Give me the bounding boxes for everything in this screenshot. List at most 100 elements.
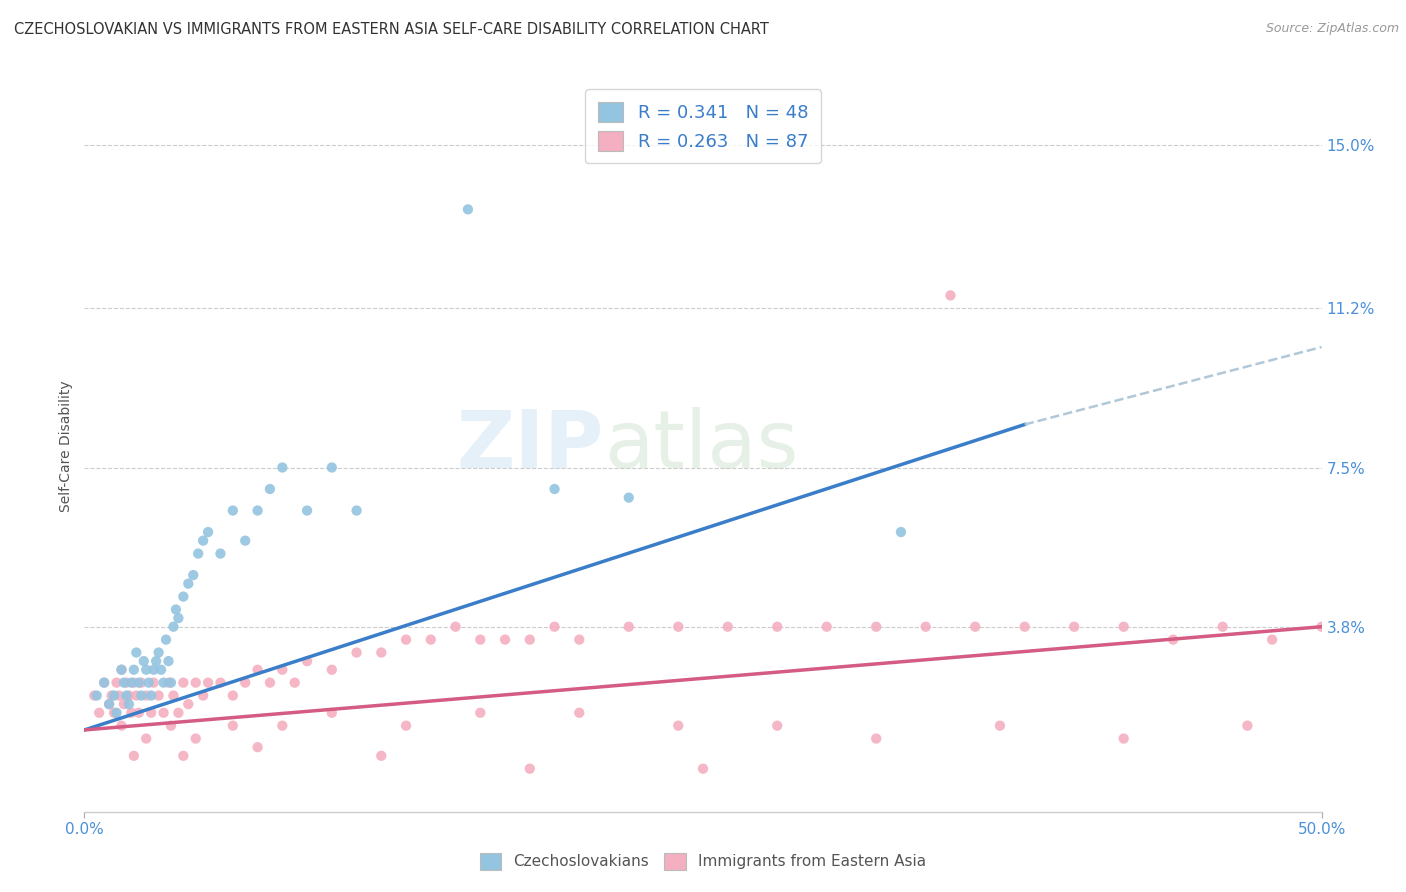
Point: [167, 611, 190, 625]
Point: [1063, 620, 1085, 634]
Point: [122, 675, 145, 690]
Point: [766, 620, 789, 634]
Point: [100, 689, 122, 703]
Point: [108, 689, 131, 703]
Point: [246, 740, 269, 755]
Text: ZIP: ZIP: [457, 407, 605, 485]
Point: [157, 654, 180, 668]
Point: [666, 620, 689, 634]
Point: [914, 620, 936, 634]
Point: [1014, 620, 1036, 634]
Point: [110, 663, 132, 677]
Point: [145, 654, 167, 668]
Point: [155, 632, 177, 647]
Point: [1161, 632, 1184, 647]
Point: [222, 503, 245, 517]
Point: [209, 675, 232, 690]
Point: [1212, 620, 1234, 634]
Point: [103, 689, 125, 703]
Point: [519, 762, 541, 776]
Point: [125, 689, 148, 703]
Point: [118, 697, 141, 711]
Point: [233, 675, 256, 690]
Point: [346, 503, 368, 517]
Point: [197, 524, 219, 539]
Point: [128, 675, 150, 690]
Point: [370, 748, 392, 763]
Point: [457, 202, 479, 217]
Point: [666, 719, 689, 733]
Point: [295, 654, 318, 668]
Point: [152, 706, 174, 720]
Point: [271, 719, 294, 733]
Point: [419, 632, 441, 647]
Point: [1261, 632, 1284, 647]
Point: [172, 675, 194, 690]
Point: [157, 675, 180, 690]
Point: [110, 719, 132, 733]
Point: [152, 675, 174, 690]
Point: [197, 675, 219, 690]
Point: [148, 689, 170, 703]
Point: [519, 632, 541, 647]
Point: [120, 675, 142, 690]
Point: [295, 503, 318, 517]
Point: [105, 675, 128, 690]
Point: [865, 731, 887, 746]
Point: [346, 646, 368, 660]
Point: [89, 706, 111, 720]
Point: [444, 620, 467, 634]
Point: [321, 663, 343, 677]
Point: [150, 663, 173, 677]
Point: [395, 632, 418, 647]
Point: [177, 576, 200, 591]
Point: [271, 460, 294, 475]
Point: [86, 689, 108, 703]
Point: [494, 632, 516, 647]
Point: [191, 533, 214, 548]
Point: [187, 547, 209, 561]
Point: [184, 731, 207, 746]
Point: [1112, 620, 1135, 634]
Point: [370, 646, 392, 660]
Point: [110, 663, 132, 677]
Point: [115, 689, 138, 703]
Point: [470, 706, 492, 720]
Point: [112, 697, 135, 711]
Point: [988, 719, 1011, 733]
Point: [135, 731, 157, 746]
Point: [1112, 731, 1135, 746]
Point: [209, 547, 232, 561]
Point: [965, 620, 987, 634]
Point: [865, 620, 887, 634]
Point: [177, 697, 200, 711]
Point: [1236, 719, 1258, 733]
Point: [129, 689, 152, 703]
Point: [259, 675, 281, 690]
Point: [321, 460, 343, 475]
Point: [141, 706, 163, 720]
Y-axis label: Self-Care Disability: Self-Care Disability: [59, 380, 73, 512]
Point: [103, 706, 125, 720]
Point: [93, 675, 115, 690]
Point: [172, 748, 194, 763]
Point: [766, 719, 789, 733]
Point: [135, 663, 157, 677]
Point: [115, 675, 138, 690]
Point: [128, 706, 150, 720]
Point: [132, 654, 155, 668]
Point: [125, 646, 148, 660]
Point: [815, 620, 838, 634]
Point: [135, 689, 157, 703]
Point: [233, 533, 256, 548]
Point: [162, 689, 184, 703]
Point: [222, 719, 245, 733]
Point: [93, 675, 115, 690]
Point: [259, 482, 281, 496]
Point: [112, 675, 135, 690]
Point: [120, 706, 142, 720]
Point: [162, 620, 184, 634]
Point: [617, 620, 640, 634]
Point: [142, 663, 165, 677]
Point: [83, 689, 105, 703]
